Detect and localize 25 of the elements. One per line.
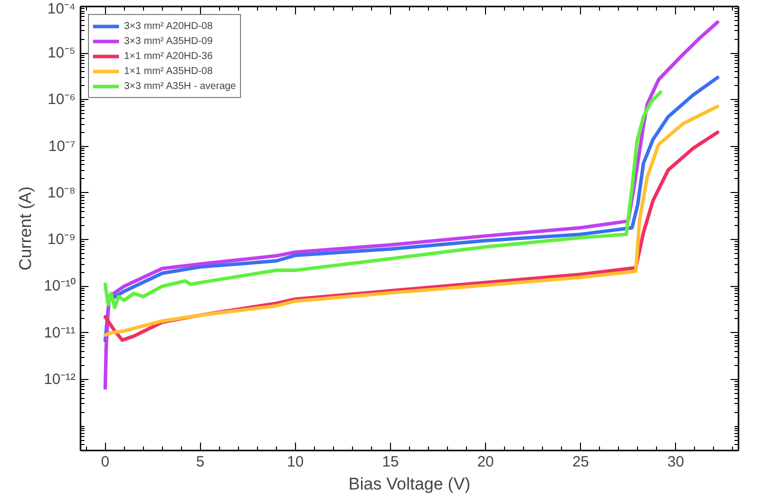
x-tick-label: 5 (196, 454, 204, 470)
y-tick-label: 10⁻⁷ (48, 138, 76, 155)
y-tick-label: 10⁻¹¹ (44, 324, 76, 342)
x-axis-title: Bias Voltage (V) (348, 474, 470, 494)
x-tick-label: 15 (382, 454, 399, 470)
x-tick-label: 20 (477, 454, 494, 470)
x-tick-label: 10 (287, 454, 304, 470)
x-tick-label: 25 (572, 454, 589, 470)
legend-label: 3×3 mm² A35HD-09 (124, 34, 213, 48)
line-series (103, 90, 662, 310)
y-axis-title: Current (A) (16, 186, 35, 271)
legend-label: 3×3 mm² A35H - average (124, 80, 236, 93)
y-tick-label: 10⁻⁶ (48, 91, 76, 108)
line-series (103, 20, 720, 390)
y-tick-label: 10⁻⁵ (48, 44, 76, 62)
x-tick-label: 0 (101, 454, 110, 470)
y-tick-label: 10⁻¹⁰ (44, 278, 76, 295)
y-tick-label: 10⁻⁴ (47, 0, 76, 18)
legend-label: 1×1 mm² A20HD-36 (124, 50, 213, 63)
legend-label: 3×3 mm² A20HD-08 (124, 20, 213, 33)
y-tick-label: 10⁻⁹ (47, 231, 76, 248)
y-tick-label: 10⁻⁸ (47, 184, 76, 202)
legend-label: 1×1 mm² A35HD-08 (124, 64, 213, 78)
y-tick-label: 10⁻¹² (44, 370, 76, 388)
x-tick-label: 30 (667, 454, 684, 470)
